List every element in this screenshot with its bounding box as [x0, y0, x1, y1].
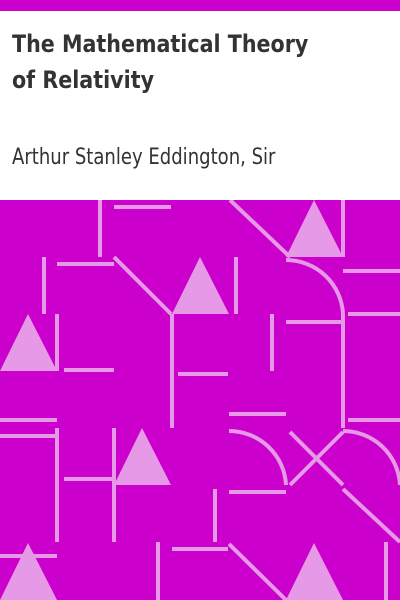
pattern-line [288, 430, 345, 487]
pattern-triangle [0, 314, 57, 371]
pattern-triangle [172, 257, 229, 314]
book-title: The Mathematical Theory of Relativity [12, 30, 309, 94]
cover-pattern [0, 200, 400, 600]
book-author: Arthur Stanley Eddington, Sir [12, 145, 276, 170]
pattern-arc [228, 428, 288, 486]
pattern-line [227, 542, 288, 600]
pattern-triangle [0, 543, 57, 600]
pattern-line [112, 255, 173, 316]
pattern-line [341, 487, 400, 544]
pattern-triangle [286, 543, 343, 600]
pattern-triangle [114, 428, 171, 485]
pattern-triangle [286, 200, 343, 257]
pattern-line [228, 200, 292, 259]
pattern-arc [285, 257, 345, 315]
pattern-arc [342, 428, 400, 486]
cover-pattern-panel [0, 200, 400, 600]
top-accent-bar [0, 0, 400, 11]
